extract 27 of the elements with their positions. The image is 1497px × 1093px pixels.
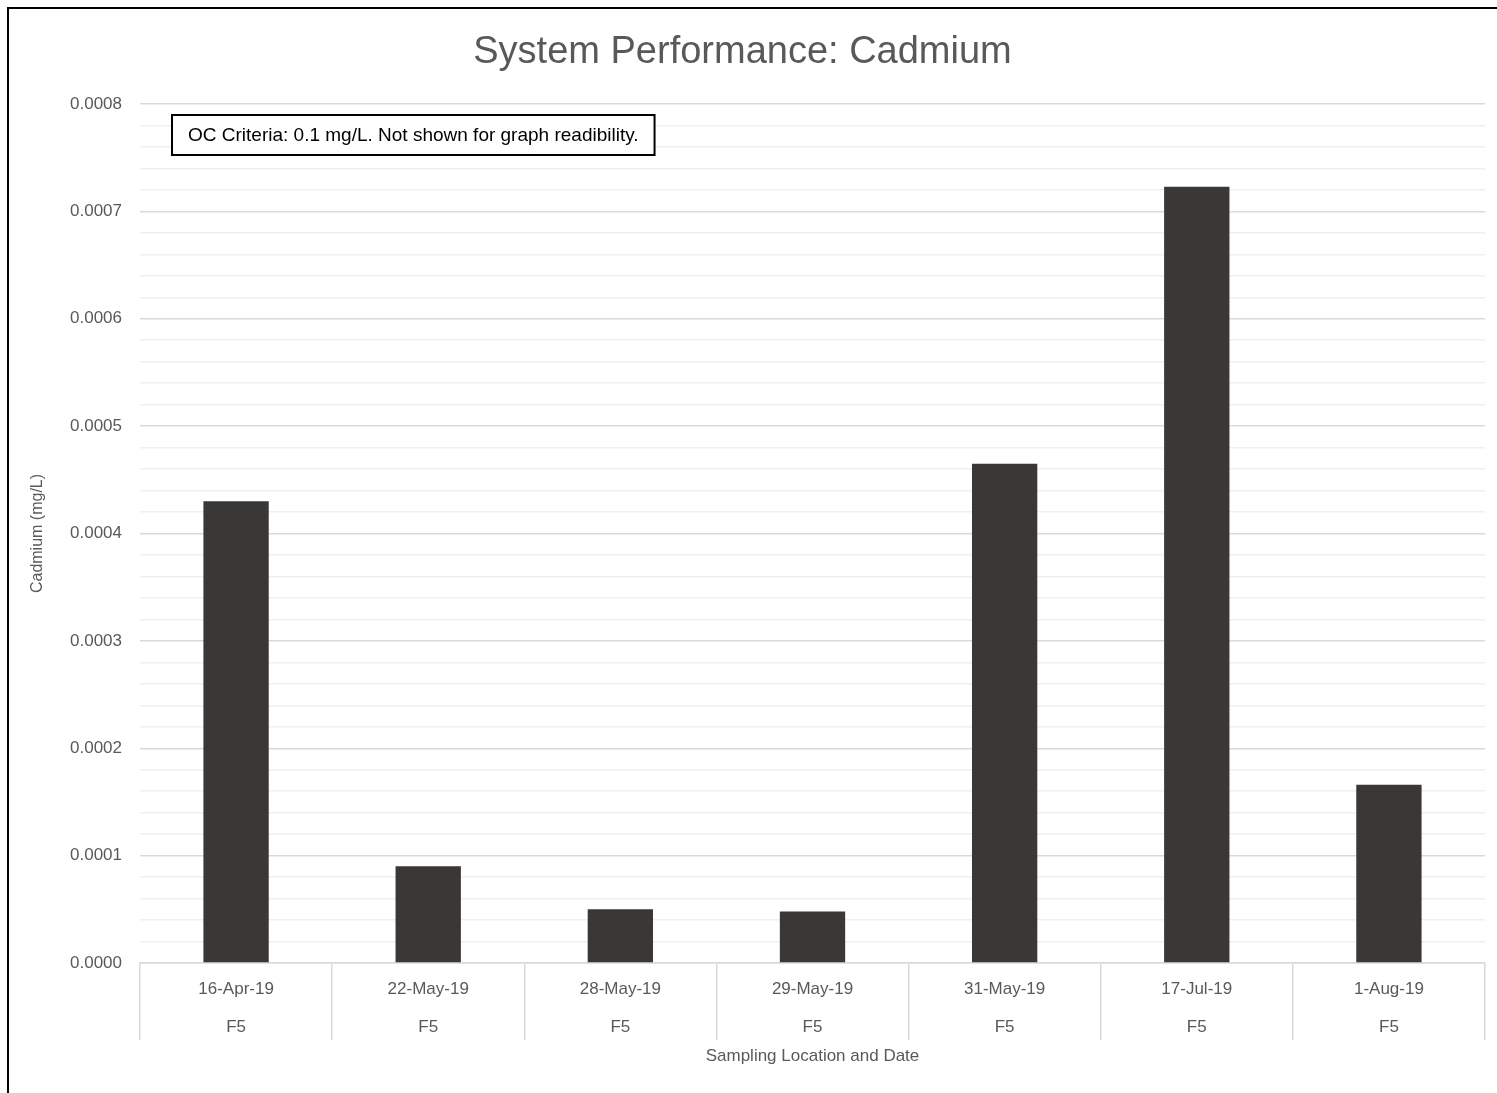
- bar: [587, 909, 654, 963]
- bar: [971, 463, 1038, 963]
- x-axis-title: Sampling Location and Date: [705, 1046, 920, 1066]
- bar: [779, 911, 846, 963]
- bar: [395, 866, 461, 963]
- bar: [203, 501, 269, 963]
- y-tick-label: 0.0003: [70, 630, 122, 650]
- x-tick-label: 16-Apr-19 F5: [198, 978, 274, 1036]
- x-tick-label: 28-May-19 F5: [579, 978, 661, 1036]
- x-tick-label: 17-Jul-19 F5: [1161, 978, 1233, 1036]
- x-tick-label: 22-May-19 F5: [387, 978, 469, 1036]
- x-tick-label: 29-May-19 F5: [771, 978, 854, 1036]
- chart-title: System Performance: Cadmium: [473, 29, 1012, 72]
- x-tick-label: 31-May-19 F5: [964, 978, 1046, 1036]
- y-tick-label: 0.0006: [70, 308, 122, 328]
- y-tick-label: 0.0002: [70, 737, 122, 757]
- y-tick-label: 0.0007: [70, 201, 122, 221]
- y-tick-label: 0.0008: [70, 93, 122, 113]
- bar: [1164, 186, 1230, 963]
- y-tick-label: 0.0001: [70, 845, 122, 865]
- y-axis-title: Cadmium (mg/L): [28, 473, 46, 594]
- y-tick-label: 0.0004: [70, 523, 122, 543]
- y-tick-label: 0.0005: [70, 415, 122, 435]
- bar: [1356, 784, 1422, 963]
- annotation: OC Criteria: 0.1 mg/L. Not shown for graph readibility.: [188, 124, 639, 146]
- x-tick-label: 1-Aug-19 F5: [1353, 978, 1424, 1036]
- y-tick-label: 0.0000: [70, 952, 122, 972]
